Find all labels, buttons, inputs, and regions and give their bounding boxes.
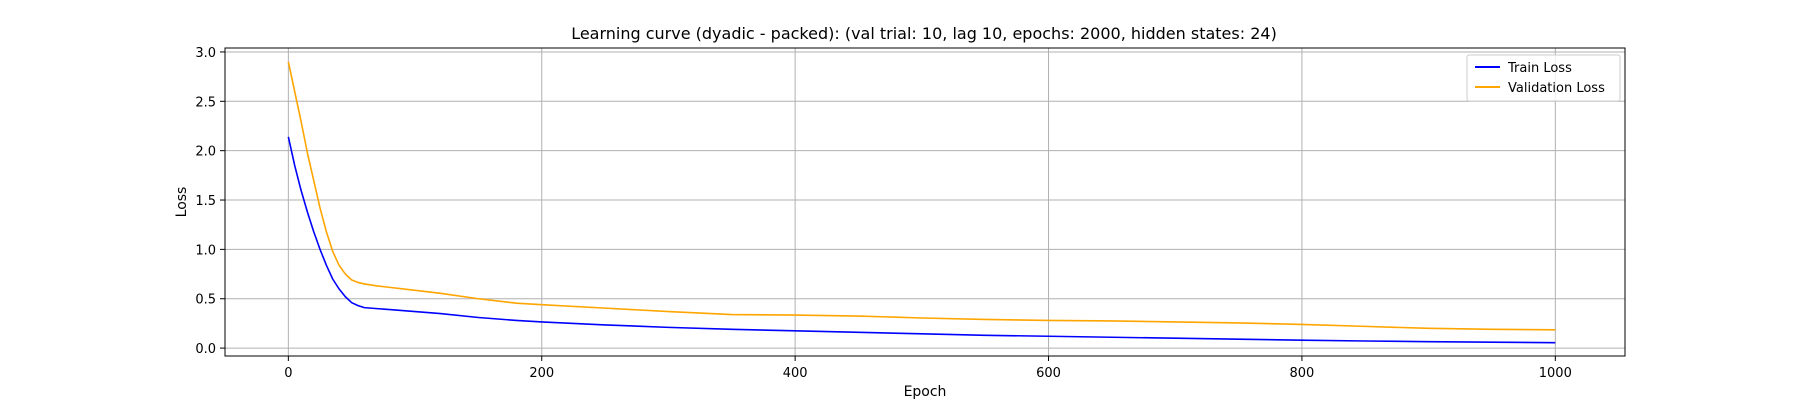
legend-label-train-loss: Train Loss [1507, 61, 1572, 76]
legend: Train Loss Validation Loss [1466, 54, 1621, 102]
grid-lines [225, 48, 1625, 356]
chart-title: Learning curve (dyadic - packed): (val t… [571, 24, 1277, 43]
y-tick-label: 0.5 [195, 293, 216, 308]
x-tick-label: 600 [1036, 366, 1061, 381]
x-tick-label: 400 [783, 366, 808, 381]
plot-frame [224, 47, 1626, 357]
x-axis-ticks: 0 200 400 600 800 1000 [284, 356, 1572, 381]
legend-box [1466, 54, 1621, 102]
x-tick-label: 200 [529, 366, 554, 381]
y-axis-label: Loss [174, 187, 190, 218]
x-tick-label: 1000 [1539, 366, 1572, 381]
x-tick-label: 800 [1290, 366, 1315, 381]
x-axis-label: Epoch [904, 384, 947, 400]
y-axis-ticks: 0.0 0.5 1.0 1.5 2.0 2.5 3.0 [195, 46, 225, 357]
series-line-validation-loss [287, 61, 1556, 331]
legend-label-validation-loss: Validation Loss [1508, 81, 1605, 96]
y-tick-label: 2.5 [195, 95, 216, 110]
y-tick-label: 2.0 [195, 145, 216, 160]
series-line-train-loss [287, 136, 1556, 344]
series-lines [287, 61, 1556, 344]
y-tick-label: 1.5 [195, 194, 216, 209]
y-tick-label: 1.0 [195, 243, 216, 258]
y-tick-label: 3.0 [195, 46, 216, 61]
x-tick-label: 0 [284, 366, 292, 381]
y-tick-label: 0.0 [195, 342, 216, 357]
